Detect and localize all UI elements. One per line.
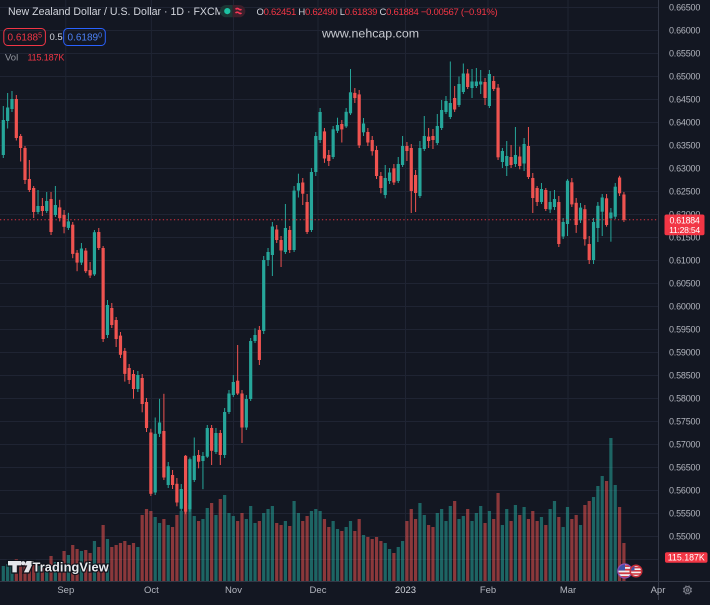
svg-text:Oct: Oct [144,585,159,596]
svg-text:0.61000: 0.61000 [669,256,700,266]
svg-text:0.58000: 0.58000 [669,394,700,404]
svg-text:TradingView: TradingView [33,560,109,575]
svg-text:0.60000: 0.60000 [669,302,700,312]
svg-text:0.64000: 0.64000 [669,118,700,128]
svg-text:0.5: 0.5 [50,32,63,43]
svg-text:0.65000: 0.65000 [669,72,700,82]
svg-text:0.61884: 0.61884 [669,215,699,225]
svg-text:0.61885: 0.61885 [8,33,43,44]
svg-text:0.59500: 0.59500 [669,325,700,335]
svg-text:0.65500: 0.65500 [669,49,700,59]
svg-text:0.55500: 0.55500 [669,509,700,519]
svg-text:0.59000: 0.59000 [669,348,700,358]
svg-text:Dec: Dec [310,585,327,596]
svg-text:11:28:54: 11:28:54 [669,225,700,235]
svg-text:0.57500: 0.57500 [669,417,700,427]
svg-text:0.55000: 0.55000 [669,532,700,542]
svg-text:0.66500: 0.66500 [669,3,700,13]
svg-text:0.63500: 0.63500 [669,141,700,151]
svg-text:Feb: Feb [480,585,496,596]
svg-text:www.nehcap.com: www.nehcap.com [321,27,419,41]
svg-text:0.60500: 0.60500 [669,279,700,289]
svg-text:0.66000: 0.66000 [669,26,700,36]
svg-text:0.56000: 0.56000 [669,486,700,496]
svg-text:115.187K: 115.187K [668,552,705,562]
svg-text:115.187K: 115.187K [28,53,65,63]
svg-text:0.58500: 0.58500 [669,371,700,381]
svg-text:Nov: Nov [225,585,242,596]
svg-text:Sep: Sep [57,585,74,596]
svg-text:0.62500: 0.62500 [669,187,700,197]
svg-text:0.56500: 0.56500 [669,463,700,473]
svg-text:New Zealand Dollar / U.S. Doll: New Zealand Dollar / U.S. Dollar · 1D · … [8,6,223,18]
svg-text:0.57000: 0.57000 [669,440,700,450]
svg-text:Mar: Mar [560,585,576,596]
svg-text:0.61500: 0.61500 [669,233,700,243]
svg-text:2023: 2023 [395,585,416,596]
svg-text:0.61890: 0.61890 [68,33,103,44]
svg-text:O0.62451 H0.62490 L0.61839 C0.: O0.62451 H0.62490 L0.61839 C0.61884 −0.0… [257,7,498,18]
svg-text:Vol: Vol [5,53,18,64]
svg-text:0.63000: 0.63000 [669,164,700,174]
svg-text:0.64500: 0.64500 [669,95,700,105]
svg-text:Apr: Apr [651,585,666,596]
